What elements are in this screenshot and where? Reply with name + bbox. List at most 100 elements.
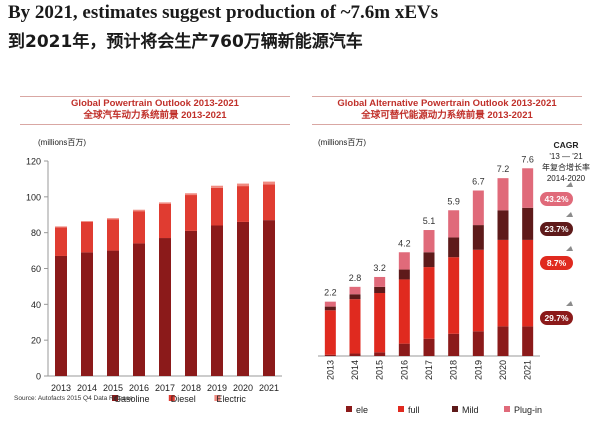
bar-segment-gasoline — [159, 238, 171, 376]
bar-segment-diesel — [107, 219, 119, 251]
cagr-badge-label: 29.7% — [544, 313, 569, 323]
cagr-badge — [540, 311, 573, 325]
bar-segment-ele — [398, 343, 410, 356]
legend-swatch — [452, 406, 458, 412]
x-tick-label: 2018 — [181, 383, 201, 393]
bar-segment-diesel — [159, 204, 171, 239]
bar-segment-mild — [497, 210, 509, 240]
cagr-years: 2014-2020 — [547, 174, 586, 183]
bar-segment-gasoline — [185, 230, 197, 376]
legend-swatch — [168, 395, 175, 401]
bar-segment-gasoline — [55, 255, 67, 376]
x-tick-label: 2021 — [259, 383, 279, 393]
cagr-badge-pointer — [566, 301, 573, 306]
x-tick-label: 2014 — [77, 383, 97, 393]
y-tick-label: 100 — [26, 192, 41, 202]
x-tick-label: 2015 — [103, 383, 123, 393]
left-powertrain-chart: 0 20 40 60 80 100 120 2013 2014 2015 2016 2017 2018 2… — [26, 157, 282, 404]
x-tick-label: 2016 — [129, 383, 149, 393]
cagr-badge — [540, 192, 573, 206]
total-label: 7.6 — [521, 154, 534, 164]
bar-segment-mild — [448, 237, 460, 258]
bar-segment-full — [349, 299, 361, 354]
bar-segment-plug-in — [522, 168, 534, 208]
bar-segment-plug-in — [398, 252, 410, 270]
bar-segment-gasoline — [263, 220, 275, 376]
title-top-rule — [20, 96, 290, 97]
title-bottom-rule — [20, 124, 290, 125]
y-tick-label: 20 — [31, 336, 41, 346]
bar-segment-electric — [55, 226, 67, 228]
y-tick-label: 60 — [31, 264, 41, 274]
source-note: Source: Autofacts 2015 Q4 Data Release — [14, 395, 133, 402]
bar-segment-electric — [107, 218, 119, 220]
legend-label: Plug-in — [514, 405, 542, 415]
bar-segment-full — [448, 257, 460, 334]
bar-segment-ele — [497, 326, 509, 356]
bar-segment-mild — [522, 207, 534, 240]
bar-segment-plug-in — [472, 190, 484, 226]
bar-segment-plug-in — [324, 301, 336, 307]
bar-segment-full — [497, 239, 509, 327]
total-label: 3.2 — [373, 263, 386, 273]
right-alternative-chart: 2.2 2013 2.8 2014 3.2 2015 4.2 2016 5.1 2017 5.9 20… — [318, 140, 590, 415]
legend-swatch — [112, 395, 118, 401]
x-tick-label: 2021 — [523, 360, 533, 380]
total-label: 2.8 — [349, 273, 362, 283]
bar-segment-full — [472, 249, 484, 332]
bar-segment-electric — [81, 221, 93, 222]
bar-segment-full — [324, 310, 336, 355]
cagr-badge-pointer — [566, 246, 573, 251]
bar-segment-diesel — [185, 195, 197, 231]
cagr-badge-pointer — [566, 212, 573, 217]
x-tick-label: 2013 — [325, 360, 335, 380]
title-bottom-rule — [312, 124, 582, 125]
bar-segment-electric — [211, 185, 223, 188]
x-tick-label: 2020 — [233, 383, 253, 393]
left-chart-title-en: Global Powertrain Outlook 2013-2021 — [71, 98, 239, 109]
bar-segment-plug-in — [448, 210, 460, 238]
x-tick-label: 2019 — [207, 383, 227, 393]
bar-segment-electric — [133, 209, 145, 212]
right-chart-title-zh: 全球可替代能源动力系统前景 2013-2021 — [361, 110, 533, 121]
right-chart-title-en: Global Alternative Powertrain Outlook 20… — [337, 98, 557, 109]
title-top-rule — [312, 96, 582, 97]
bar-segment-electric — [237, 183, 249, 187]
bar-segment-mild — [472, 225, 484, 250]
cagr-badge-label: 23.7% — [544, 224, 569, 234]
right-chart-title: Global Alternative Powertrain Outlook 20… — [312, 96, 582, 125]
bar-segment-plug-in — [374, 276, 386, 287]
page-title-english: By 2021, estimates suggest production of… — [8, 2, 439, 23]
bar-segment-plug-in — [497, 178, 509, 211]
bar-segment-diesel — [133, 211, 145, 244]
bar-segment-diesel — [263, 184, 275, 221]
bar-segment-gasoline — [211, 225, 223, 376]
bar-segment-ele — [522, 326, 534, 356]
bar-segment-gasoline — [133, 243, 145, 376]
bar-segment-ele — [324, 354, 336, 356]
left-chart-title-zh: 全球汽车动力系统前景 2013-2021 — [83, 110, 227, 121]
cagr-title: CAGR — [553, 140, 578, 150]
x-tick-label: 2017 — [424, 360, 434, 380]
total-label: 4.2 — [398, 238, 411, 248]
bar-segment-electric — [185, 193, 197, 196]
y-tick-label: 80 — [31, 228, 41, 238]
y-tick-label: 40 — [31, 300, 41, 310]
x-tick-label: 2013 — [51, 383, 71, 393]
bar-segment-mild — [324, 306, 336, 311]
x-tick-label: 2015 — [375, 360, 385, 380]
cagr-badge — [540, 256, 573, 270]
bar-segment-full — [398, 279, 410, 344]
legend-label: ele — [356, 405, 368, 415]
right-unit-label: (millions百万) — [318, 138, 366, 147]
bar-segment-diesel — [237, 186, 249, 222]
bar-segment-full — [522, 239, 534, 327]
legend-swatch — [346, 406, 352, 412]
legend-label: Mild — [462, 405, 479, 415]
bar-segment-diesel — [55, 227, 67, 256]
total-label: 7.2 — [497, 164, 510, 174]
bar-segment-full — [423, 267, 435, 339]
total-label: 5.9 — [447, 196, 460, 206]
x-tick-label: 2020 — [498, 360, 508, 380]
y-tick-label: 120 — [26, 157, 41, 167]
